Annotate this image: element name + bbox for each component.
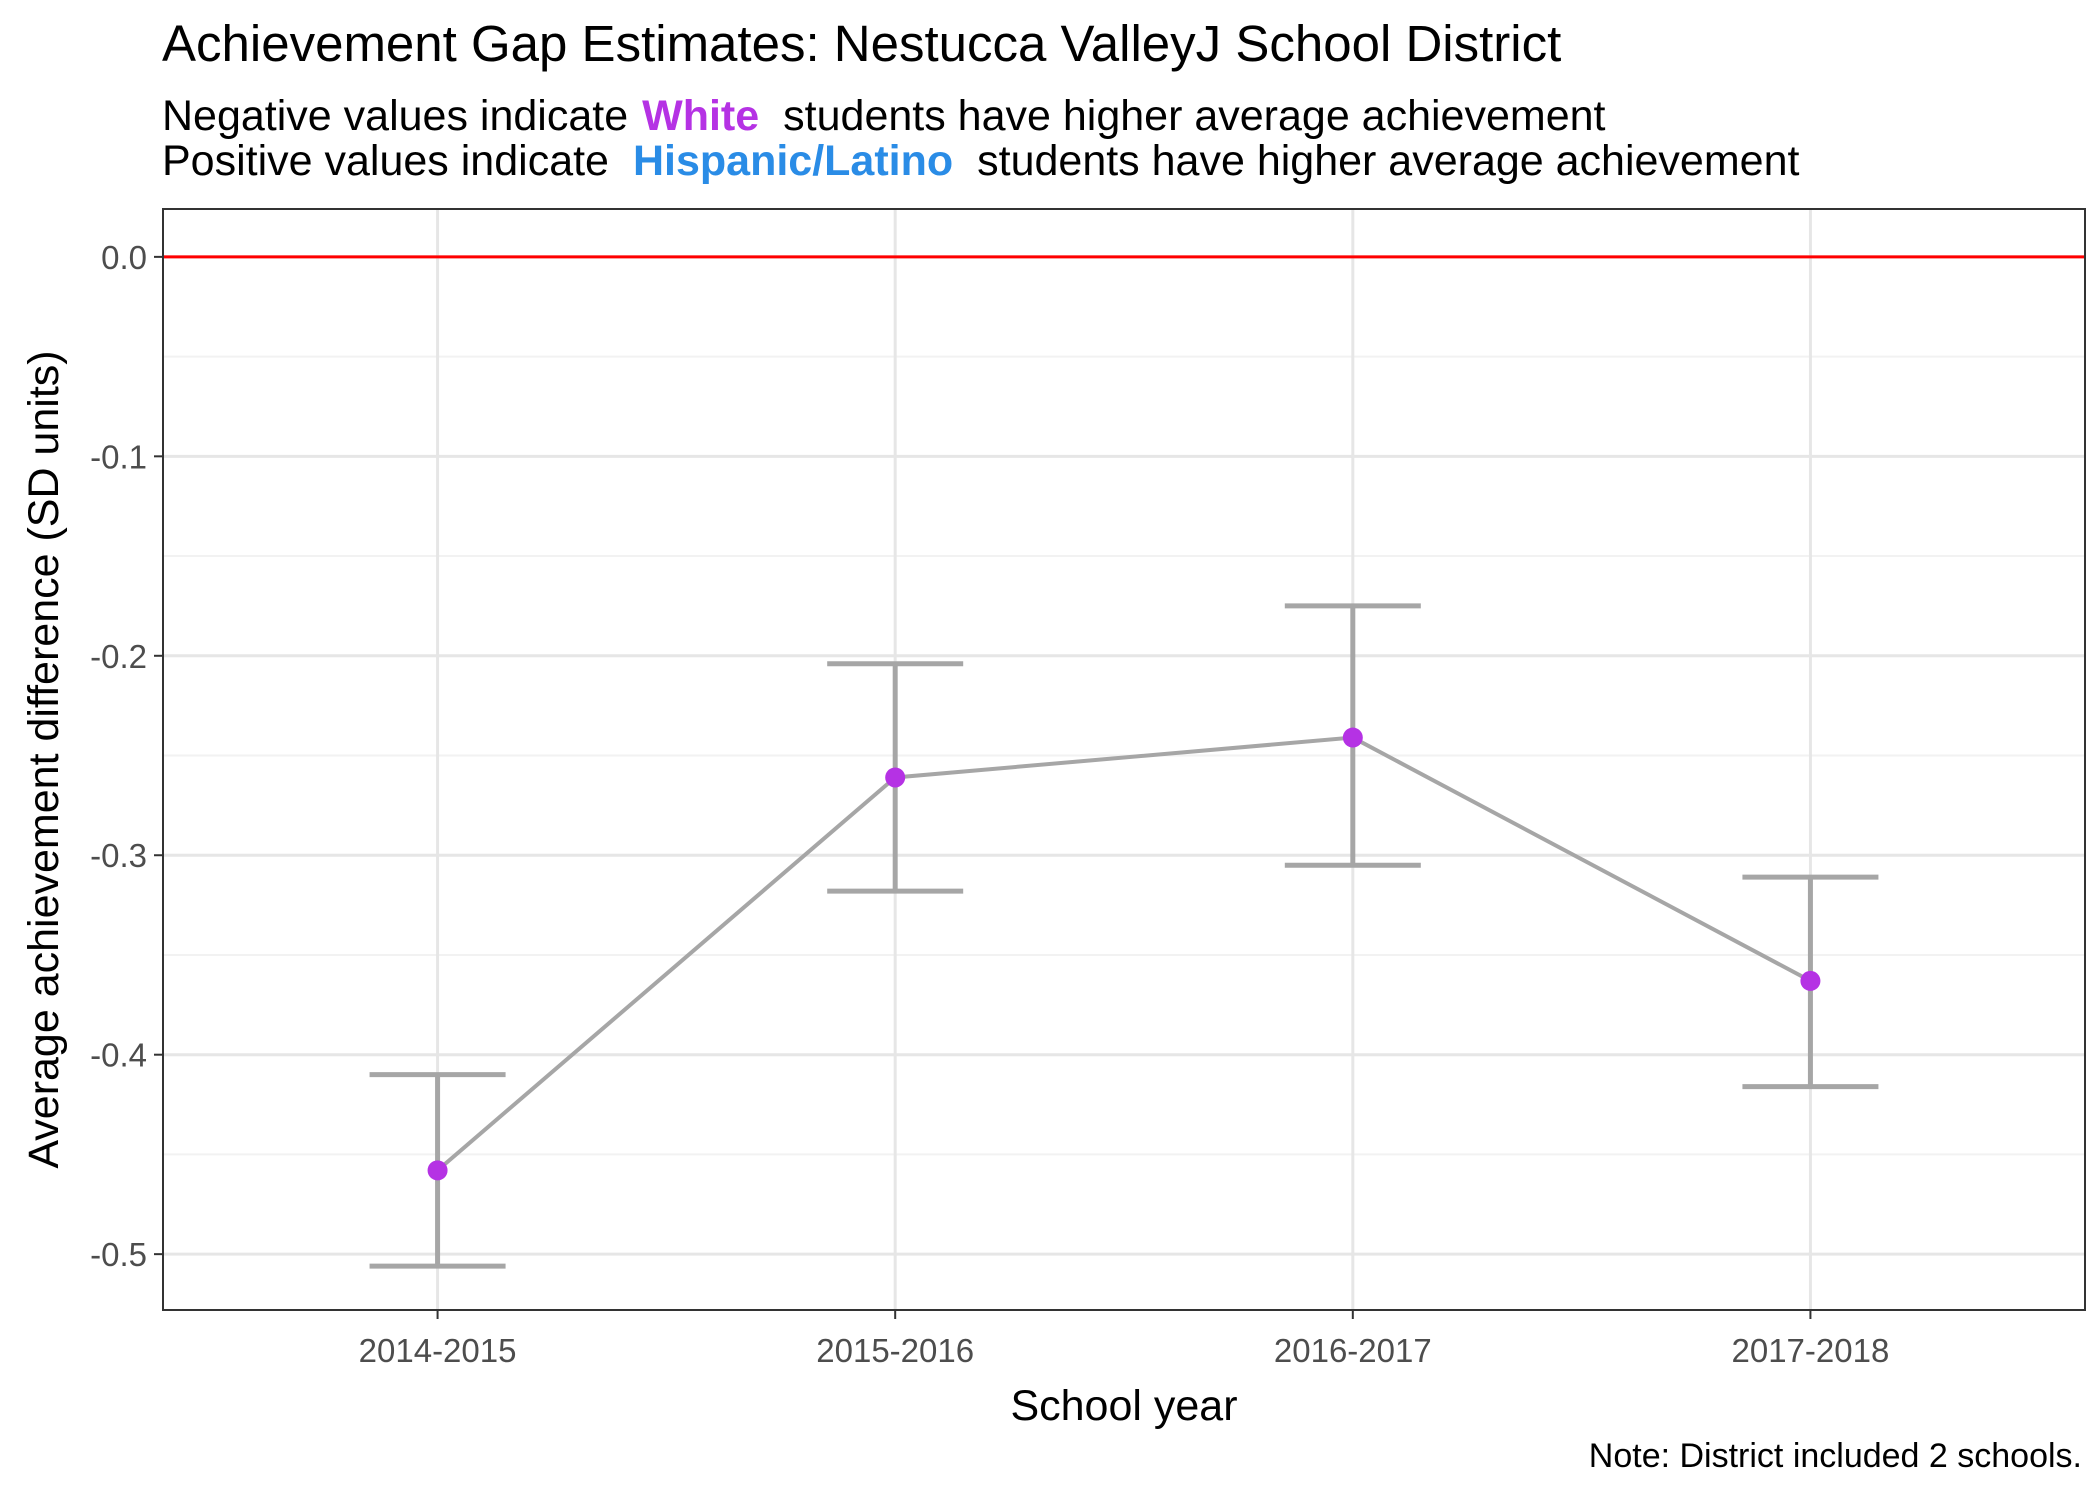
subtitle-negative-suffix: students have higher average achievement bbox=[783, 92, 1606, 140]
y-tick-label: -0.1 bbox=[90, 438, 147, 475]
data-point bbox=[427, 1160, 448, 1181]
x-tick-label: 2017-2018 bbox=[1732, 1332, 1890, 1369]
y-tick-label: -0.5 bbox=[90, 1236, 147, 1273]
y-axis-title: Average achievement difference (SD units… bbox=[20, 350, 68, 1168]
subtitle-line-positive: Positive values indicate Hispanic/Latino s… bbox=[162, 137, 1799, 186]
x-tick-label: 2016-2017 bbox=[1274, 1332, 1432, 1369]
data-point bbox=[1342, 727, 1363, 748]
y-tick-label: -0.3 bbox=[90, 837, 147, 874]
subtitle-positive-suffix: students have higher average achievement bbox=[977, 137, 1800, 185]
subtitle-negative-prefix: Negative values indicate bbox=[162, 92, 629, 140]
plot-border bbox=[162, 208, 2086, 1311]
chart-note: Note: District included 2 schools. bbox=[1588, 1437, 2082, 1475]
x-tick-label: 2015-2016 bbox=[816, 1332, 974, 1369]
y-tick-label: -0.2 bbox=[90, 638, 147, 675]
y-tick-label: -0.4 bbox=[90, 1037, 147, 1074]
chart-title: Achievement Gap Estimates: Nestucca Vall… bbox=[162, 15, 1562, 72]
subtitle-hispanic-group: Hispanic/Latino bbox=[632, 137, 954, 185]
series-line bbox=[436, 735, 1812, 1172]
data-point bbox=[1800, 970, 1821, 991]
subtitle-white-group: White bbox=[642, 92, 760, 140]
data-point bbox=[885, 767, 906, 788]
subtitle-line-negative: Negative values indicate White students ha… bbox=[162, 92, 1605, 141]
subtitle-positive-prefix: Positive values indicate bbox=[162, 137, 609, 185]
y-tick-label: 0.0 bbox=[101, 239, 147, 276]
x-tick-label: 2014-2015 bbox=[359, 1332, 517, 1369]
x-axis-title: School year bbox=[1010, 1382, 1237, 1430]
